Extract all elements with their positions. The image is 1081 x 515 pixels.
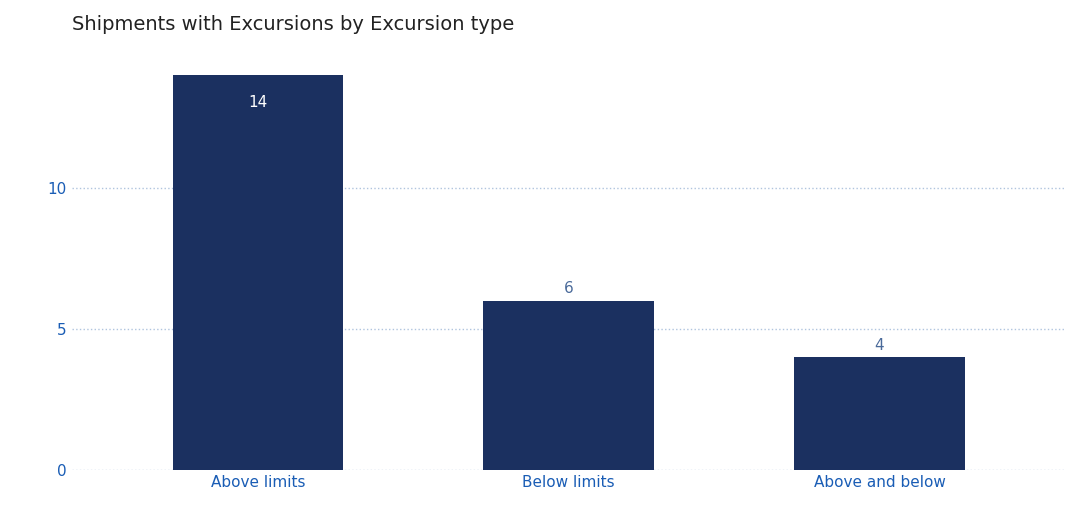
Bar: [795, 357, 965, 470]
Text: 14: 14: [249, 95, 268, 110]
Bar: [483, 301, 654, 470]
Text: Shipments with Excursions by Excursion type: Shipments with Excursions by Excursion t…: [71, 15, 513, 34]
Text: 4: 4: [875, 338, 884, 353]
Bar: [173, 75, 344, 470]
Text: 6: 6: [564, 281, 574, 296]
